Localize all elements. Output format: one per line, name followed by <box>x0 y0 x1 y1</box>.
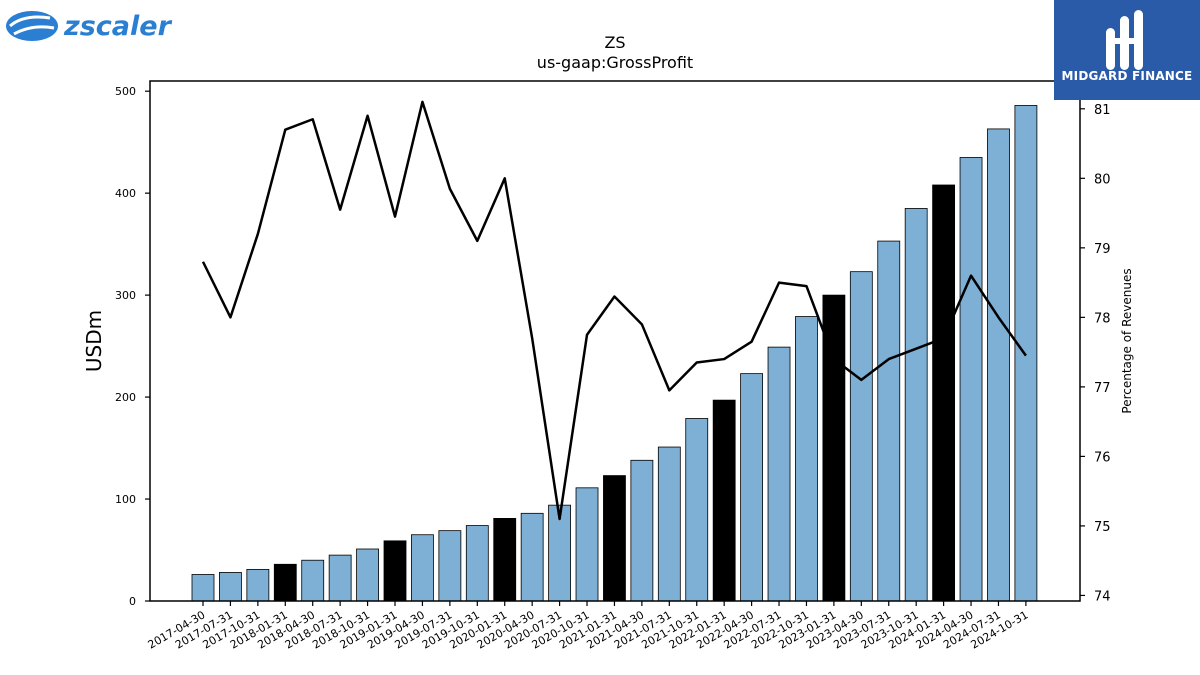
bar-2024-01-31 <box>932 184 956 602</box>
left-axis: 0 100 200 300 400 500 <box>115 85 150 608</box>
bar-2018-01-31 <box>273 563 297 602</box>
y2-tick-label: 74 <box>1094 589 1111 604</box>
y2-tick-label: 77 <box>1094 381 1111 396</box>
y2-tick-label: 78 <box>1094 311 1111 326</box>
bar-2019-07-31 <box>438 530 462 602</box>
y-tick-label: 500 <box>115 85 136 98</box>
midgard-finance-logo: MIDGARD FINANCE <box>1054 0 1200 100</box>
chart-title: ZS <box>604 33 625 52</box>
bar-2021-10-31 <box>685 418 709 602</box>
bar-2022-10-31 <box>795 316 818 602</box>
y2-tick-label: 76 <box>1094 450 1111 465</box>
y-tick-label: 300 <box>115 289 136 302</box>
bar-2017-07-31 <box>219 572 242 602</box>
bar-2017-10-31 <box>246 568 270 602</box>
y-axis-label: USDm <box>82 310 106 372</box>
y2-tick-label: 80 <box>1094 172 1111 187</box>
bar-2018-07-31 <box>328 554 352 602</box>
y-tick-label: 400 <box>115 187 136 200</box>
bar-2021-07-31 <box>657 446 681 602</box>
bar-2020-01-31 <box>493 518 517 602</box>
bar-2018-04-30 <box>301 559 325 602</box>
bar-series <box>191 105 1038 602</box>
right-axis: 74 75 76 77 78 79 80 81 <box>1080 103 1111 604</box>
bar-2021-01-31 <box>603 475 626 602</box>
bar-2019-04-30 <box>411 534 434 602</box>
bar-2019-01-31 <box>383 540 407 602</box>
bar-2019-10-31 <box>465 525 489 602</box>
zscaler-logo-text: zscaler <box>63 11 173 42</box>
bar-2024-07-31 <box>987 128 1010 602</box>
midgard-logo-text: MIDGARD FINANCE <box>1061 69 1193 83</box>
bar-2020-04-30 <box>520 512 544 602</box>
bar-2024-04-30 <box>959 157 983 602</box>
y2-tick-label: 79 <box>1094 242 1111 257</box>
y-tick-label: 100 <box>115 493 136 506</box>
chart-subtitle: us-gaap:GrossProfit <box>537 53 693 72</box>
x-axis: 2017-04-302017-07-312017-10-312018-01-31… <box>146 601 1030 652</box>
bar-2023-04-30 <box>849 271 873 602</box>
zscaler-logo: zscaler <box>4 4 184 44</box>
y2-axis-label: Percentage of Revenues <box>1120 268 1134 413</box>
y-tick-label: 200 <box>115 391 136 404</box>
bar-2021-04-30 <box>630 459 654 602</box>
bar-2022-01-31 <box>712 399 736 602</box>
y2-tick-label: 81 <box>1094 103 1111 118</box>
bar-2022-04-30 <box>740 373 763 602</box>
bar-2023-10-31 <box>904 208 928 602</box>
bar-2022-07-31 <box>767 346 791 602</box>
y2-tick-label: 75 <box>1094 520 1111 535</box>
bar-2017-04-30 <box>191 574 215 602</box>
cloud-icon <box>6 11 58 41</box>
bar-2023-07-31 <box>877 240 901 602</box>
bar-2018-10-31 <box>356 548 379 602</box>
bar-2024-10-31 <box>1014 105 1038 602</box>
bar-2020-10-31 <box>575 487 599 602</box>
y-tick-label: 0 <box>129 595 136 608</box>
percentage-line <box>201 100 1027 521</box>
midgard-mark-icon <box>1106 10 1143 70</box>
